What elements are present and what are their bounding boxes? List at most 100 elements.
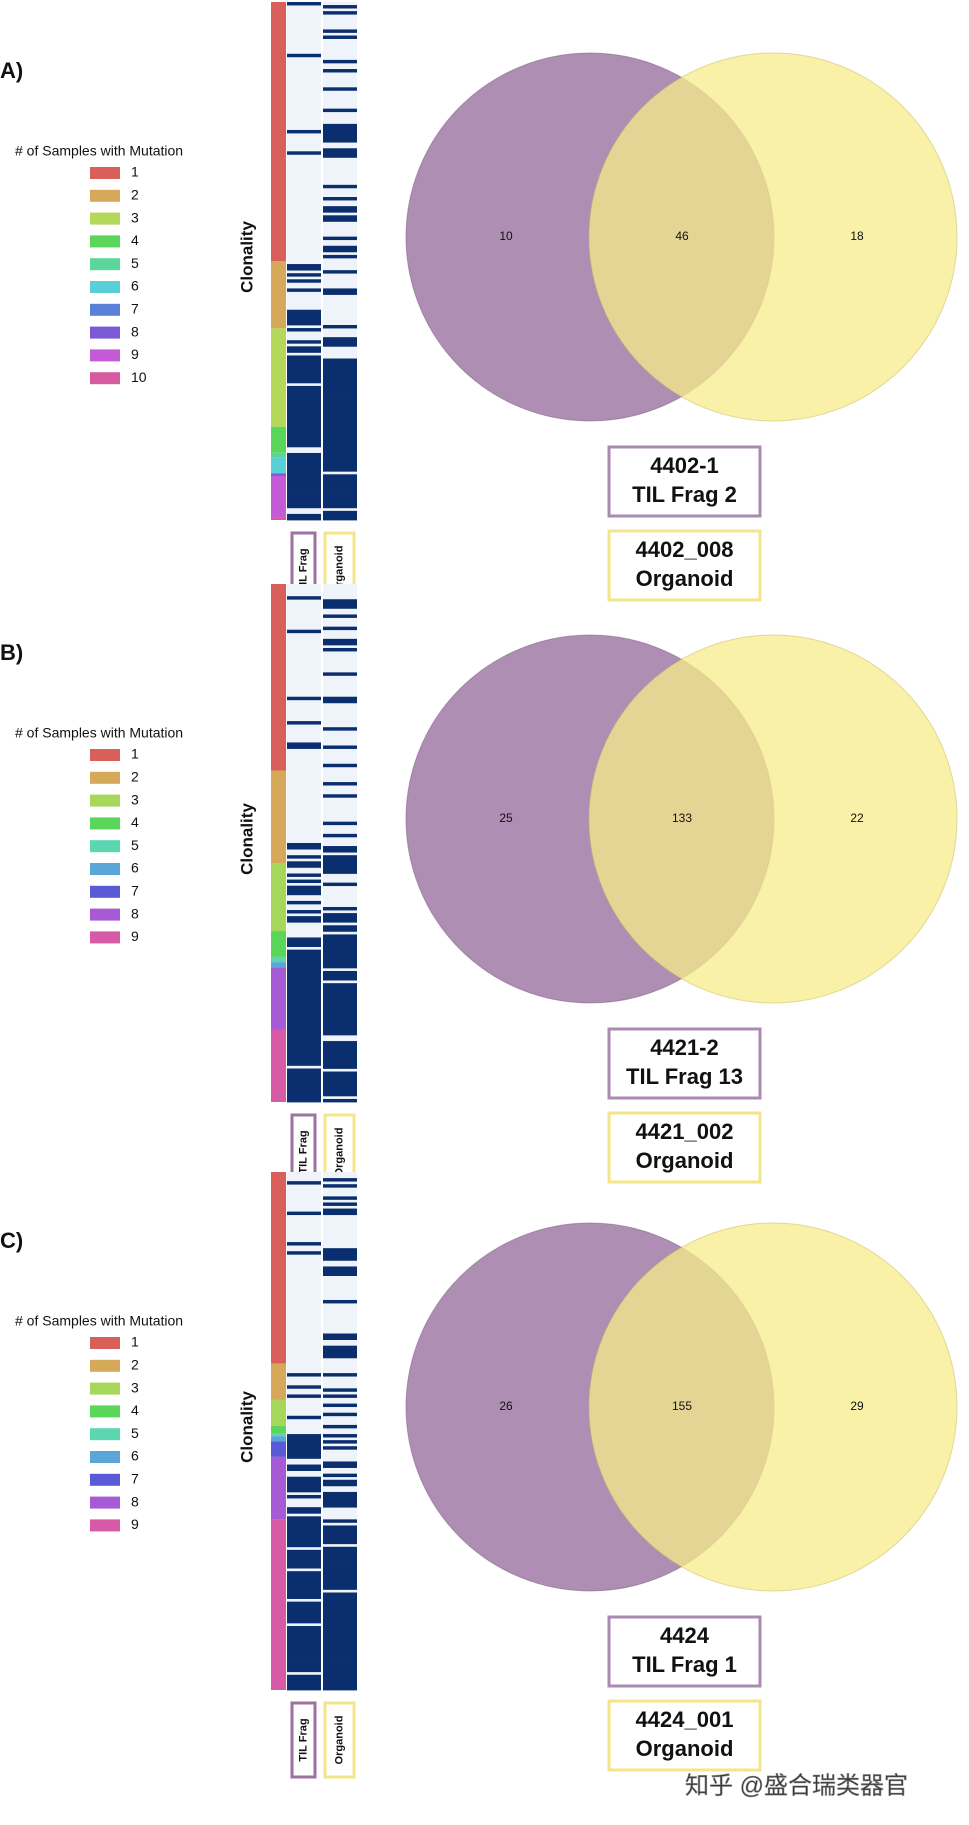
clonality-segment bbox=[271, 473, 286, 476]
heatmap-cell bbox=[323, 513, 357, 518]
heatmap-cell bbox=[323, 248, 357, 253]
heatmap-cell bbox=[287, 452, 321, 457]
heatmap-cell bbox=[323, 974, 357, 978]
heatmap-cell bbox=[287, 480, 321, 484]
heatmap-cell bbox=[287, 388, 321, 393]
heatmap-cell bbox=[287, 370, 321, 375]
heatmap-cell bbox=[323, 1656, 357, 1660]
legend-label: 8 bbox=[131, 905, 139, 921]
heatmap-cell bbox=[287, 1662, 321, 1667]
legend-label: 2 bbox=[131, 769, 139, 785]
heatmap-cell bbox=[287, 1013, 321, 1018]
legend-label: 6 bbox=[131, 860, 139, 876]
legend-swatch bbox=[90, 189, 120, 202]
set-label-box bbox=[607, 445, 762, 518]
set-label-box bbox=[607, 1027, 762, 1100]
clonality-segment bbox=[271, 2, 286, 261]
venn-value: 25 bbox=[499, 811, 513, 825]
heatmap-cell bbox=[323, 952, 357, 957]
heatmap-cell bbox=[323, 1373, 357, 1377]
set-label: TIL Frag 1 bbox=[632, 1652, 737, 1677]
heatmap-cell bbox=[323, 1650, 357, 1654]
heatmap-cell bbox=[287, 151, 321, 155]
heatmap-cell bbox=[287, 474, 321, 478]
heatmap-cell bbox=[323, 434, 357, 439]
heatmap-cell bbox=[287, 1552, 321, 1557]
legend-label: 4 bbox=[131, 814, 139, 830]
heatmap-cell bbox=[323, 1074, 357, 1079]
heatmap-cell bbox=[323, 206, 357, 210]
heatmap-cell bbox=[323, 821, 357, 826]
heatmap-cell bbox=[287, 864, 321, 868]
legend-label: 9 bbox=[131, 1516, 139, 1532]
heatmap-cell bbox=[323, 373, 357, 378]
legend-swatch bbox=[90, 1451, 120, 1463]
column-label: TIL Frag bbox=[297, 548, 309, 591]
heatmap-cell bbox=[323, 340, 357, 344]
heatmap-cell bbox=[287, 1068, 321, 1072]
clonality-segment bbox=[271, 426, 286, 453]
heatmap-cell bbox=[287, 501, 321, 506]
heatmap-cell bbox=[287, 1041, 321, 1045]
heatmap-cell bbox=[287, 513, 321, 518]
heatmap-cell bbox=[323, 1031, 357, 1036]
heatmap-cell bbox=[323, 1665, 357, 1670]
heatmap-cell bbox=[323, 1537, 357, 1542]
heatmap-cell bbox=[323, 1211, 357, 1216]
clonality-segment bbox=[271, 457, 286, 474]
clonality-segment bbox=[271, 452, 286, 458]
clonality-segment bbox=[271, 1425, 286, 1434]
set-label: Organoid bbox=[636, 1148, 734, 1173]
heatmap-cell bbox=[323, 1083, 357, 1088]
heatmap-cell bbox=[287, 900, 321, 905]
heatmap-cell bbox=[323, 782, 357, 786]
venn-circle bbox=[588, 634, 958, 1004]
heatmap-cell bbox=[323, 1424, 357, 1429]
legend-label: 5 bbox=[131, 1425, 139, 1441]
column-label: TIL Frag bbox=[297, 1718, 309, 1761]
heatmap-cell bbox=[287, 328, 321, 332]
heatmap-cell bbox=[287, 1574, 321, 1578]
heatmap-cell bbox=[287, 1394, 321, 1398]
heatmap-cell bbox=[287, 443, 321, 448]
heatmap-cell bbox=[287, 861, 321, 865]
heatmap-cell bbox=[287, 1632, 321, 1636]
heatmap-cell bbox=[287, 910, 321, 914]
heatmap-cell bbox=[323, 376, 357, 381]
heatmap-cell bbox=[323, 288, 357, 292]
heatmap-cell bbox=[323, 370, 357, 375]
heatmap-cell bbox=[323, 916, 357, 920]
heatmap-cell bbox=[323, 986, 357, 990]
heatmap-cell bbox=[323, 1202, 357, 1206]
heatmap-cell bbox=[323, 1653, 357, 1657]
legend-title: # of Samples with Mutation bbox=[15, 143, 183, 159]
heatmap-cell bbox=[323, 361, 357, 365]
heatmap-cell bbox=[287, 340, 321, 344]
heatmap-cell bbox=[323, 1077, 357, 1082]
heatmap-cell bbox=[287, 1638, 321, 1642]
heatmap-cell bbox=[323, 745, 357, 749]
heatmap-cell bbox=[323, 443, 357, 448]
heatmap-cell bbox=[323, 1089, 357, 1094]
heatmap-cell bbox=[323, 867, 357, 871]
heatmap-cell bbox=[323, 1010, 357, 1015]
heatmap-cell bbox=[287, 943, 321, 947]
heatmap-cell bbox=[323, 343, 357, 347]
heatmap-cell bbox=[323, 245, 357, 250]
heatmap-cell bbox=[287, 1031, 321, 1036]
legend-label: 7 bbox=[131, 1471, 139, 1487]
heatmap-cell bbox=[287, 1019, 321, 1024]
legend-label: 2 bbox=[131, 1357, 139, 1373]
heatmap-cell bbox=[323, 870, 357, 874]
clonality-segment bbox=[271, 1399, 286, 1426]
heatmap-cell bbox=[323, 129, 357, 134]
heatmap-cell bbox=[323, 498, 357, 503]
legend-label: 6 bbox=[131, 1448, 139, 1464]
heatmap-cell bbox=[323, 1333, 357, 1337]
heatmap-cell bbox=[323, 1086, 357, 1091]
heatmap-cell bbox=[287, 495, 321, 500]
heatmap-cell bbox=[323, 626, 357, 631]
heatmap-cell bbox=[323, 1647, 357, 1651]
venn-value: 133 bbox=[672, 811, 692, 825]
heatmap-cell bbox=[287, 1251, 321, 1255]
